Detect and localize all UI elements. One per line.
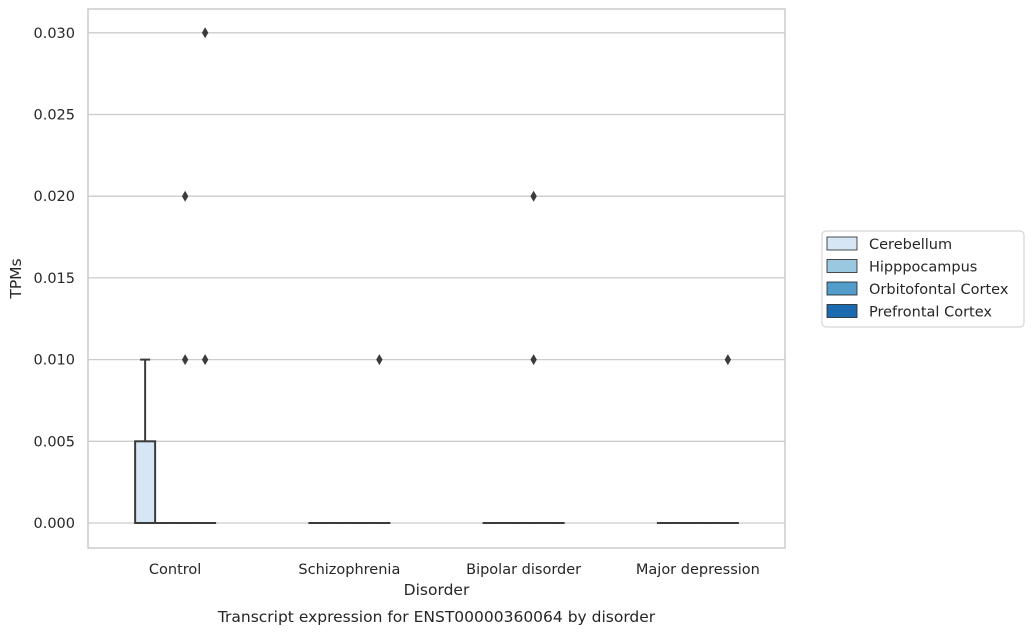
chart-caption: Transcript expression for ENST0000036006… (217, 608, 656, 626)
legend-label: Hipppocampus (869, 260, 977, 276)
y-tick-label: 0.020 (33, 189, 75, 205)
y-tick-label: 0.015 (33, 271, 75, 287)
box-group (134, 358, 157, 524)
x-tick-label: Control (149, 562, 201, 578)
legend: Cerebellum Hipppocampus Orbitofontal Corte… (821, 230, 1025, 328)
y-axis-label: TPMs (7, 258, 25, 299)
box-group (716, 354, 739, 525)
x-tick-label: Schizophrenia (298, 562, 400, 578)
box-group (194, 27, 217, 525)
box-group (368, 354, 391, 525)
legend-label: Prefrontal Cortex (869, 305, 992, 321)
x-axis-label: Disorder (404, 581, 470, 599)
outlier-point (181, 190, 189, 202)
y-tick-label: 0.000 (33, 516, 75, 532)
outlier-point (530, 354, 537, 366)
legend-swatch (826, 259, 858, 273)
legend-label: Orbitofontal Cortex (869, 282, 1009, 298)
box-series (134, 27, 739, 525)
legend-label: Cerebellum (869, 237, 952, 253)
gridlines (88, 32, 785, 524)
outlier-point (201, 27, 209, 39)
y-tick-label: 0.005 (33, 434, 75, 450)
x-tick-label: Major depression (636, 562, 760, 578)
y-tick-label: 0.030 (33, 26, 75, 42)
y-tick-label: 0.025 (33, 108, 75, 124)
box (134, 440, 157, 524)
legend-swatch (826, 304, 858, 318)
y-tick-label: 0.010 (33, 353, 75, 369)
box-group (174, 190, 197, 525)
outlier-point (724, 354, 732, 366)
legend-swatch (826, 236, 858, 251)
outlier-point (530, 190, 537, 202)
plot-frame (87, 8, 786, 549)
box-group (522, 190, 545, 525)
outlier-point (201, 354, 209, 366)
x-tick-labels: Control Schizophrenia Bipolar disorder Majo… (149, 562, 760, 578)
x-tick-label: Bipolar disorder (466, 562, 581, 578)
outlier-point (181, 354, 189, 366)
legend-swatch (826, 281, 858, 296)
y-tick-labels: 0.000 0.005 0.010 0.015 0.020 0.025 0.030 (33, 26, 75, 532)
outlier-point (376, 354, 383, 366)
legend-box (821, 230, 1025, 328)
